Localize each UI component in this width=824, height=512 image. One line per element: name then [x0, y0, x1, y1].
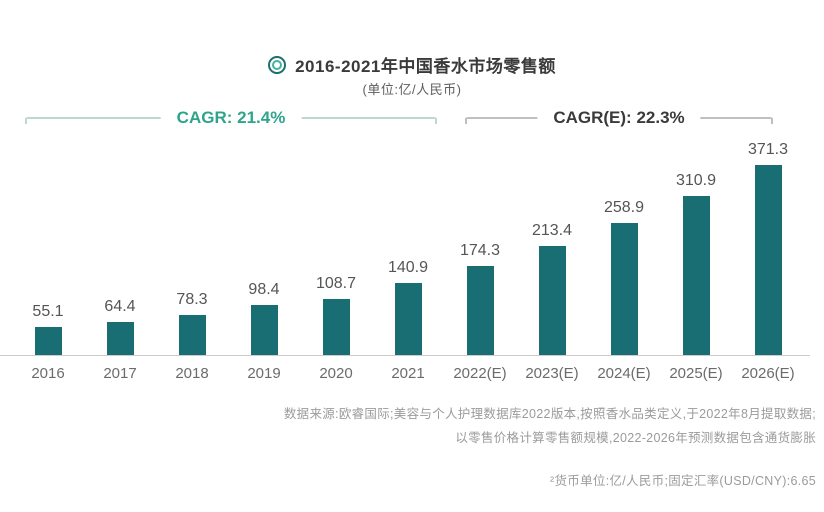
- bar-category-label: 2020: [319, 365, 353, 382]
- bar: [538, 245, 566, 355]
- bar-value-label: 108.7: [315, 275, 357, 293]
- chart-unit-subtitle: (单位:亿/人民币): [362, 82, 462, 97]
- bar-column: 108.7 2020: [300, 130, 372, 392]
- bar: [322, 299, 350, 355]
- bar-column: 174.3 2022(E): [444, 130, 516, 392]
- bar: [178, 314, 206, 355]
- bar: [394, 282, 422, 355]
- bar-value-label: 98.4: [248, 280, 280, 298]
- bar: [34, 326, 62, 355]
- cagr-historical-label: CAGR: 21.4%: [160, 108, 302, 128]
- bar-value-label: 258.9: [603, 198, 645, 216]
- bar-column: 371.3 2026(E): [732, 130, 804, 392]
- bar-column: 213.4 2023(E): [516, 130, 588, 392]
- bar-column: 98.4 2019: [228, 130, 300, 392]
- bar-value-label: 140.9: [387, 258, 429, 276]
- bar-category-label: 2019: [247, 365, 281, 382]
- bar-category-label: 2026(E): [741, 365, 795, 382]
- bar-column: 310.9 2025(E): [660, 130, 732, 392]
- cagr-bracket-historical: CAGR: 21.4%: [25, 108, 437, 128]
- bar-column: 64.4 2017: [84, 130, 156, 392]
- bar-column: 55.1 2016: [12, 130, 84, 392]
- bar-value-label: 371.3: [747, 141, 789, 158]
- bar-category-label: 2016: [31, 365, 65, 382]
- cagr-bracket-estimated: CAGR(E): 22.3%: [465, 108, 773, 128]
- bar-column: 140.9 2021: [372, 130, 444, 392]
- bar: [610, 222, 638, 355]
- bar-category-label: 2022(E): [453, 365, 507, 382]
- bar-column: 78.3 2018: [156, 130, 228, 392]
- bar-category-label: 2024(E): [597, 365, 651, 382]
- bar: [106, 322, 134, 355]
- chart-header: 2016-2021年中国香水市场零售额: [0, 52, 824, 77]
- bar-value-label: 78.3: [176, 290, 208, 308]
- bar-category-label: 2023(E): [525, 365, 579, 382]
- target-circles-icon: [268, 55, 287, 74]
- currency-footnote: ²货币单位:亿/人民币;固定汇率(USD/CNY):6.65: [550, 474, 816, 488]
- bar: [250, 304, 278, 355]
- bar: [466, 265, 494, 355]
- bar-value-label: 64.4: [104, 298, 136, 315]
- bar-value-label: 55.1: [32, 302, 64, 320]
- source-footnotes: 数据来源:欧睿国际;美容与个人护理数据库2022版本,按照香水品类定义,于202…: [284, 402, 816, 450]
- source-footnote-line1: 数据来源:欧睿国际;美容与个人护理数据库2022版本,按照香水品类定义,于202…: [283, 407, 816, 421]
- cagr-estimated-label: CAGR(E): 22.3%: [537, 108, 701, 128]
- bar-value-label: 213.4: [531, 221, 573, 239]
- source-footnote-line2: 以零售价格计算零售额规模,2022-2026年预测数据包含通货膨胀: [455, 431, 816, 445]
- bar-chart: 55.1 2016 64.4 2017 78.3 2018 98.4 2019 108.7 202…: [12, 130, 804, 392]
- bar-column: 258.9 2024(E): [588, 130, 660, 392]
- x-axis-line: [0, 355, 810, 356]
- bar-category-label: 2018: [175, 365, 209, 382]
- bar: [682, 195, 710, 355]
- bar-category-label: 2017: [103, 365, 137, 382]
- bar: [754, 165, 782, 355]
- bar-category-label: 2025(E): [669, 365, 723, 382]
- bar-value-label: 174.3: [459, 241, 501, 259]
- bar-category-label: 2021: [391, 365, 425, 382]
- chart-title: 2016-2021年中国香水市场零售额: [295, 57, 556, 76]
- bar-value-label: 310.9: [675, 171, 717, 189]
